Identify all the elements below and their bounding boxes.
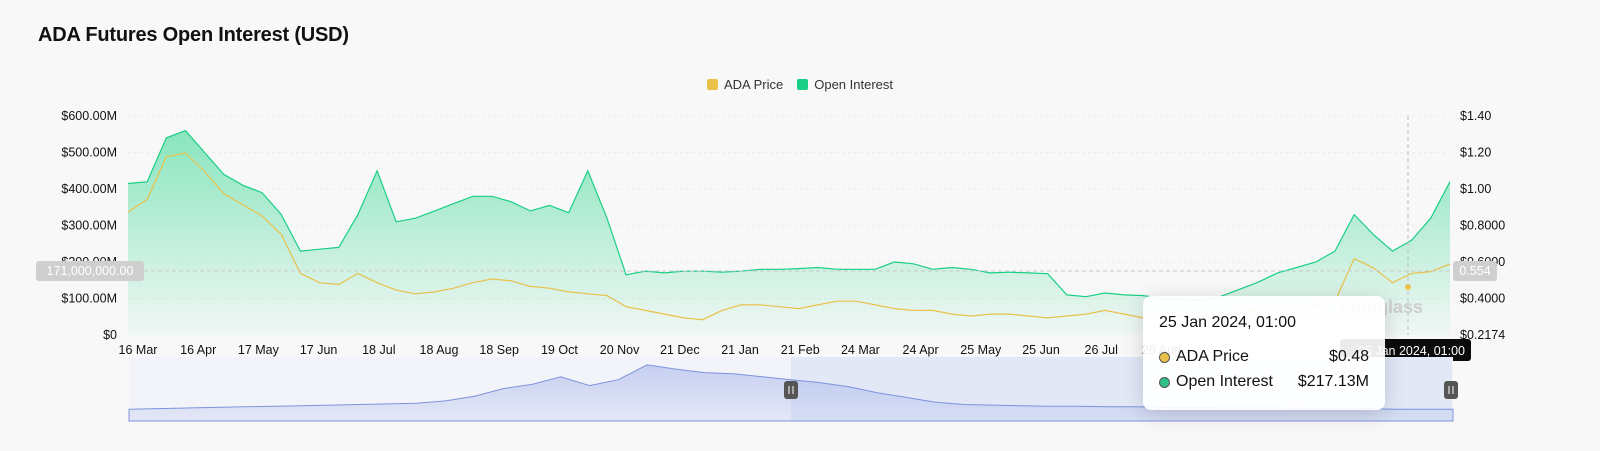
legend: ADA Price Open Interest — [0, 77, 1600, 92]
tooltip-date: 25 Jan 2024, 01:00 — [1159, 314, 1297, 331]
crosshair-point-ada — [1405, 284, 1411, 290]
y-left-tick-label: $600.00M — [61, 109, 117, 123]
crosshair-left-label-bg — [36, 261, 144, 281]
legend-item-open-interest[interactable]: Open Interest — [797, 77, 893, 92]
chart-title: ADA Futures Open Interest (USD) — [38, 24, 349, 46]
x-tick-label: 16 Apr — [180, 343, 216, 357]
y-left-tick-label: $500.00M — [61, 146, 117, 160]
tooltip-row-open-interest: Open Interest $217.13M — [1159, 373, 1369, 391]
open-interest-line — [127, 129, 1451, 301]
legend-item-ada-price[interactable]: ADA Price — [706, 77, 784, 92]
tooltip-dot-open-interest — [1159, 376, 1170, 388]
tooltip-value-ada-price: $0.48 — [1328, 348, 1369, 365]
x-tick-label: 17 Jun — [300, 343, 338, 357]
y-right-tick-label: $0.2174 — [1460, 328, 1505, 342]
x-axis: 16 Mar 16 Apr 17 May 17 Jun 18 Jul 18 Aug 18 S… — [119, 343, 1181, 357]
y-left-tick-label: $300.00M — [61, 219, 117, 233]
x-tick-label: 21 Jan — [721, 343, 759, 357]
x-tick-label: 26 Jul — [1085, 343, 1118, 357]
x-tick-label: 24 Apr — [903, 343, 939, 357]
x-tick-label: 21 Dec — [660, 343, 700, 357]
navigator-handle-right[interactable] — [1444, 381, 1458, 399]
navigator-handle-left[interactable] — [784, 381, 798, 399]
legend-label-ada-price: ADA Price — [723, 77, 784, 92]
y-right-tick-label: $0.8000 — [1460, 219, 1505, 233]
tooltip-value-open-interest: $217.13M — [1297, 373, 1369, 390]
crosshair-right-label: 0.554 — [1459, 264, 1490, 278]
x-tick-label: 25 Jun — [1022, 343, 1060, 357]
x-tick-label: 17 May — [238, 343, 280, 357]
tooltip-label-ada-price: ADA Price — [1176, 348, 1249, 365]
x-tick-label: 25 May — [960, 343, 1002, 357]
y-right-tick-label: $1.40 — [1460, 109, 1491, 123]
x-tick-label: 19 Oct — [541, 343, 578, 357]
x-tick-label: 20 Nov — [600, 343, 640, 357]
tooltip-label-open-interest: Open Interest — [1176, 373, 1273, 390]
legend-label-open-interest: Open Interest — [814, 77, 894, 92]
tooltip-dot-ada-price — [1159, 351, 1170, 363]
y-axis-right: $0.2174$0.4000$0.6000$0.8000$1.00$1.20$1… — [1460, 109, 1505, 342]
legend-swatch-ada-price — [706, 79, 718, 90]
y-left-tick-label: $0 — [103, 328, 117, 342]
y-right-tick-label: $1.00 — [1460, 182, 1491, 196]
y-right-tick-label: $1.20 — [1460, 146, 1491, 160]
open-interest-area — [128, 130, 1450, 335]
x-tick-label: 18 Aug — [420, 343, 459, 357]
legend-swatch-open-interest — [797, 79, 809, 90]
crosshair-left-label: 171,000,000.00 — [47, 264, 134, 278]
y-left-tick-label: $400.00M — [61, 182, 117, 196]
tooltip-row-ada-price: ADA Price $0.48 — [1159, 348, 1369, 366]
crosshair-right-label-bg — [1453, 261, 1497, 281]
x-tick-label: 16 Mar — [119, 343, 158, 357]
y-right-tick-label: $0.4000 — [1460, 292, 1505, 306]
x-tick-label: 21 Feb — [781, 343, 820, 357]
x-tick-label: 18 Sep — [479, 343, 519, 357]
y-left-tick-label: $100.00M — [61, 292, 117, 306]
tooltip: 25 Jan 2024, 01:00 ADA Price $0.48 Open … — [1143, 296, 1385, 410]
y-axis-left: $0$100.00M$200.00M$300.00M$400.00M$500.0… — [61, 109, 117, 342]
x-tick-label: 18 Jul — [362, 343, 395, 357]
x-tick-label: 24 Mar — [841, 343, 880, 357]
